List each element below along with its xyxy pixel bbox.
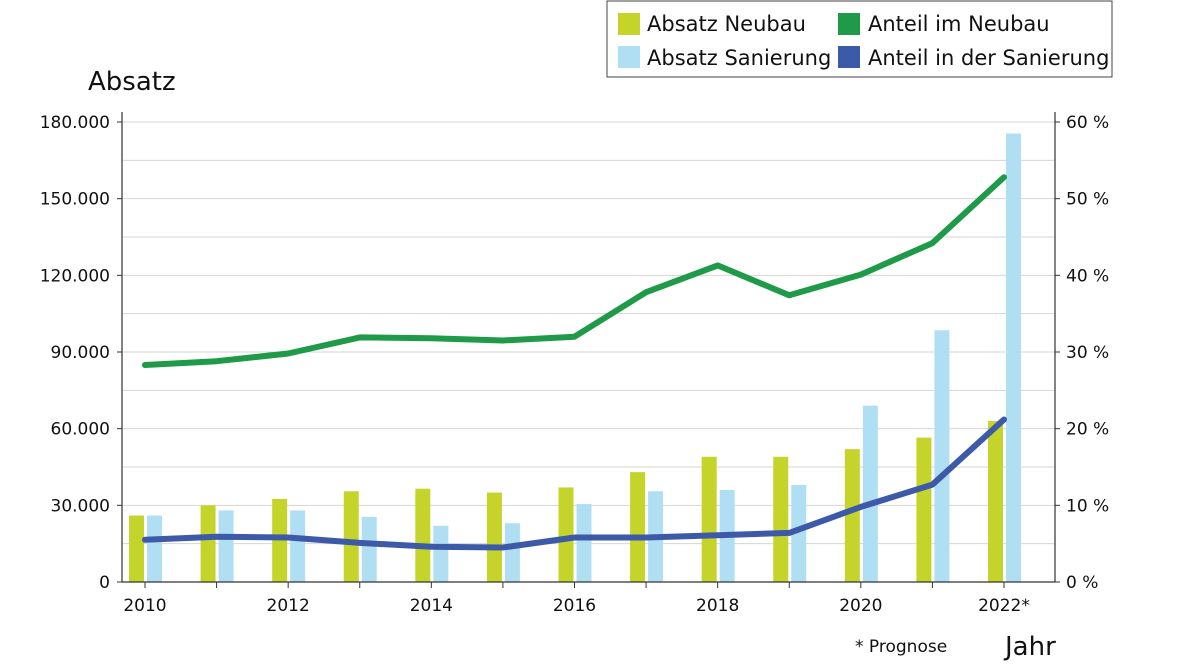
bar-absatz-neubau-2018: [701, 456, 717, 582]
y-tick-label: 30.000: [51, 496, 110, 516]
bar-absatz-neubau-2021: [916, 437, 932, 582]
bar-absatz-sanierung-2012: [290, 510, 306, 582]
legend-swatch-absatz-sanierung: [618, 46, 640, 68]
y-tick-label: 150.000: [40, 190, 110, 210]
y-tick-label: 60.000: [51, 420, 110, 440]
bar-absatz-neubau-2012: [272, 498, 288, 582]
grid-lines: [122, 121, 1055, 545]
axes: [121, 112, 1056, 583]
series-lines: [142, 174, 1007, 551]
bar-absatz-sanierung-2015: [504, 523, 520, 582]
y2-tick-label: 10 %: [1066, 496, 1109, 516]
line-anteil-im-neubau: [142, 174, 1007, 368]
x-tick-label: 2018: [696, 596, 739, 616]
x-tick-label: 2022*: [978, 596, 1030, 616]
bar-absatz-neubau-2019: [773, 456, 789, 582]
bar-absatz-neubau-2016: [558, 487, 574, 582]
bar-absatz-neubau-2014: [415, 488, 431, 582]
legend-swatch-anteil-neubau: [838, 13, 860, 35]
y2-tick-label: 40 %: [1066, 266, 1109, 286]
bar-absatz-sanierung-2011: [218, 510, 234, 582]
bar-absatz-neubau-2011: [200, 505, 216, 582]
y-axis-right-ticks: 0 % 10 % 20 % 30 % 40 % 50 % 60 %: [1055, 113, 1109, 593]
bar-absatz-sanierung-2014: [433, 525, 449, 582]
y-tick-label: 0: [99, 573, 110, 593]
bar-absatz-sanierung-2020: [862, 405, 878, 582]
footnote: * Prognose: [855, 637, 947, 657]
legend-label-anteil-neubau: Anteil im Neubau: [868, 12, 1050, 36]
bar-absatz-neubau-2022: [988, 421, 1003, 582]
x-tick-label: 2016: [553, 596, 596, 616]
y2-tick-label: 30 %: [1066, 343, 1109, 363]
bar-absatz-sanierung-2021: [934, 330, 950, 582]
bar-absatz-sanierung-2022: [1006, 133, 1021, 582]
bar-absatz-sanierung-2019: [791, 484, 807, 582]
bars: [129, 133, 1021, 582]
y2-tick-label: 0 %: [1066, 573, 1098, 593]
legend-label-anteil-sanierung: Anteil in der Sanierung: [868, 46, 1109, 70]
y-tick-label: 180.000: [40, 113, 110, 133]
y2-tick-label: 50 %: [1066, 190, 1109, 210]
y-axis-left-ticks: 0 30.000 60.000 90.000 120.000 150.000 180.000: [40, 113, 122, 593]
bar-absatz-neubau-2013: [343, 491, 359, 582]
legend-label-absatz-neubau: Absatz Neubau: [647, 12, 806, 36]
bar-absatz-neubau-2015: [486, 492, 502, 582]
bar-absatz-sanierung-2013: [361, 516, 377, 582]
line-anteil-in-der-sanierung: [142, 416, 1007, 551]
y-tick-label: 120.000: [40, 266, 110, 286]
bar-absatz-sanierung-2010: [147, 515, 162, 582]
bar-absatz-neubau-2017: [630, 472, 646, 582]
legend-swatch-anteil-sanierung: [838, 46, 860, 68]
bar-absatz-neubau-2020: [844, 449, 860, 582]
x-axis-ticks: 2010 2012 2014 2016 2018 2020 2022*: [123, 582, 1030, 616]
x-tick-label: 2020: [839, 596, 882, 616]
legend-swatch-absatz-neubau: [618, 13, 640, 35]
x-tick-label: 2012: [267, 596, 310, 616]
x-tick-label: 2014: [410, 596, 453, 616]
bar-absatz-sanierung-2016: [576, 504, 592, 582]
y-tick-label: 90.000: [51, 343, 110, 363]
y2-tick-label: 20 %: [1066, 420, 1109, 440]
bar-absatz-neubau-2010: [129, 515, 144, 582]
legend-label-absatz-sanierung: Absatz Sanierung: [647, 46, 831, 70]
legend: Absatz Neubau Anteil im Neubau Absatz Sa…: [606, 0, 1113, 78]
x-axis-title: Jahr: [1003, 632, 1056, 662]
y2-tick-label: 60 %: [1066, 113, 1109, 133]
x-tick-label: 2010: [123, 596, 166, 616]
y-axis-title: Absatz: [88, 67, 176, 97]
